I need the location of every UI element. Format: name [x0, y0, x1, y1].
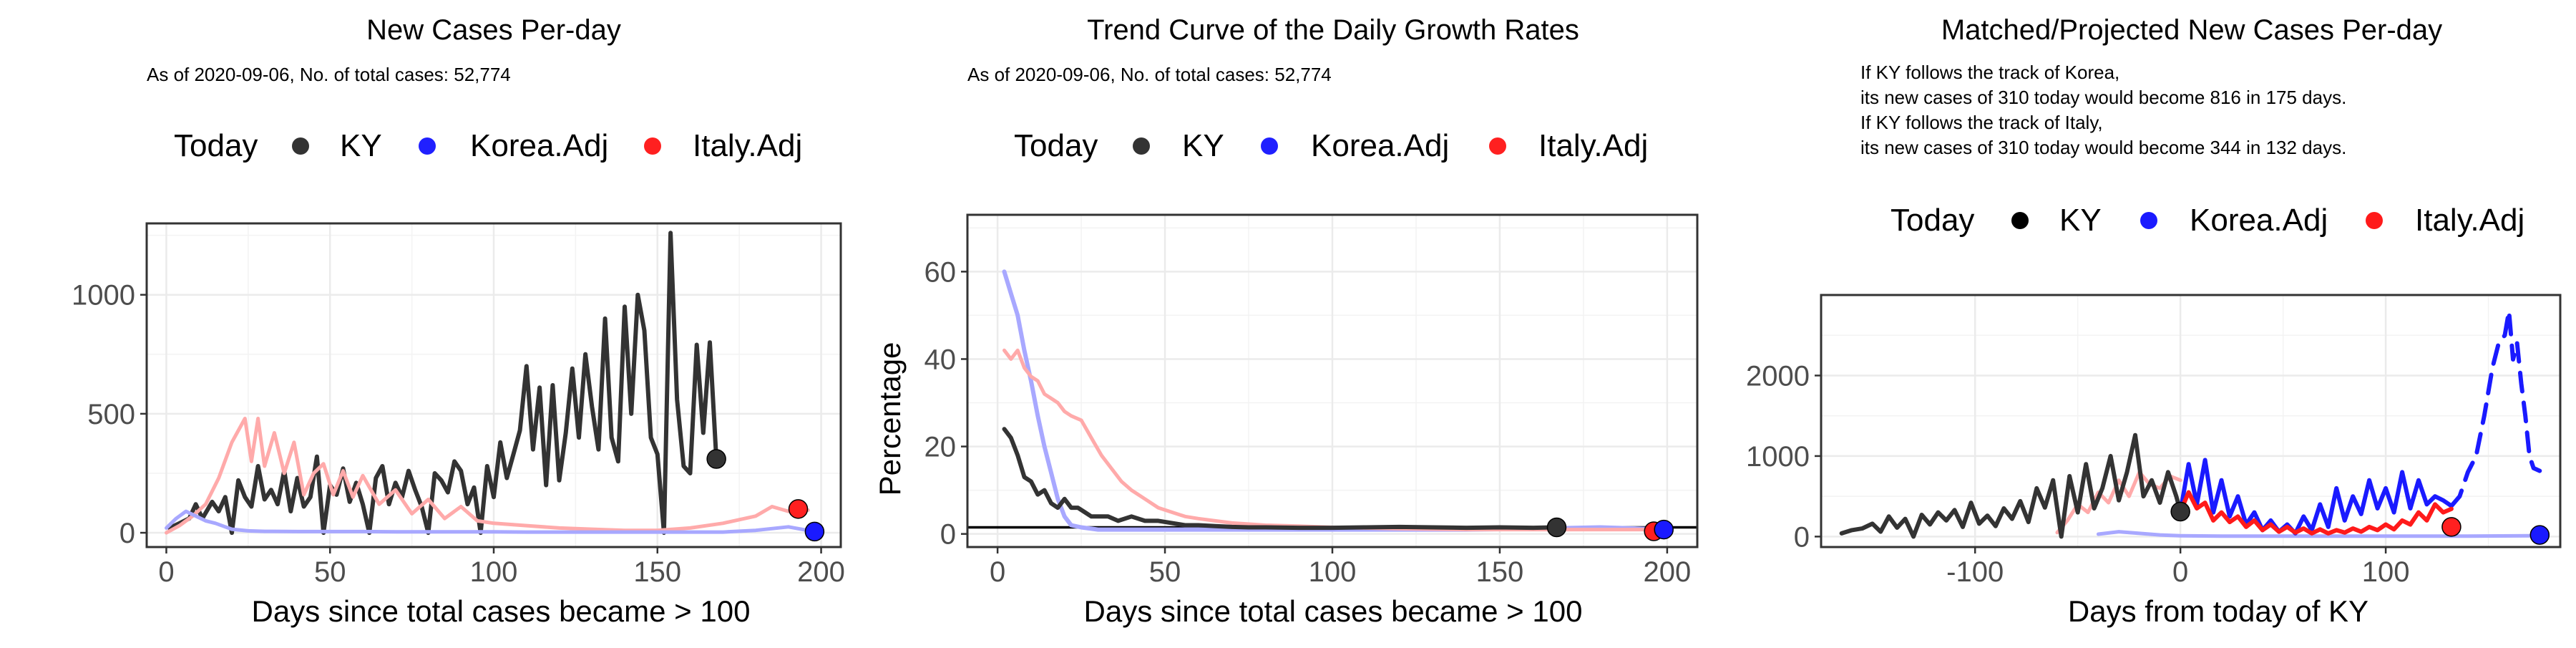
legend-key-italy: [2366, 212, 2383, 229]
chart-new-cases-per-day: New Cases Per-day As of 2020-09-06, No. …: [72, 14, 845, 628]
legend-label-ky: KY: [2059, 203, 2102, 238]
legend-label-italy: Italy.Adj: [693, 128, 802, 163]
today-point-korea-adj: [1654, 519, 1674, 540]
x-tick-label: 100: [2362, 556, 2410, 588]
today-point-ky: [1546, 517, 1567, 538]
legend-key-korea: [419, 137, 436, 155]
x-tick-label: 0: [2172, 556, 2188, 588]
legend: Today KY Korea.Adj Italy.Adj: [174, 128, 802, 163]
today-point-italy-adj: [788, 499, 809, 519]
legend-label-korea: Korea.Adj: [1311, 128, 1449, 163]
legend-key-korea: [2140, 212, 2157, 229]
today-point-ky: [706, 449, 726, 469]
legend-label-italy: Italy.Adj: [1538, 128, 1648, 163]
x-tick-label: 200: [1644, 556, 1692, 588]
panel-border: [966, 213, 1699, 548]
y-tick-label: 60: [924, 256, 957, 288]
legend-label-ky: KY: [340, 128, 382, 163]
x-tick-label: 100: [470, 556, 518, 588]
x-tick-label: 50: [314, 556, 346, 588]
x-axis-title: Days since total cases became > 100: [1084, 594, 1583, 628]
annotation-line: If KY follows the track of Korea,: [1860, 62, 2119, 83]
chart-daily-growth-rates: Trend Curve of the Daily Growth Rates As…: [873, 14, 1699, 628]
legend-label-korea: Korea.Adj: [470, 128, 608, 163]
chart-title: Matched/Projected New Cases Per-day: [1941, 14, 2442, 46]
y-tick-label: 0: [1794, 521, 1810, 553]
y-tick-label: 1000: [72, 280, 135, 311]
y-axis-title: Percentage: [873, 342, 907, 496]
y-tick-label: 2000: [1746, 360, 1810, 392]
y-tick-label: 500: [87, 399, 135, 430]
chart-subtitle: As of 2020-09-06, No. of total cases: 52…: [147, 64, 511, 85]
annotation-line: its new cases of 310 today would become …: [1860, 87, 2346, 108]
x-tick-label: 200: [797, 556, 845, 588]
series-line-korea-adj-faded: [2096, 530, 2542, 538]
legend-key-italy: [644, 137, 661, 155]
legend-key-ky: [1133, 137, 1150, 155]
plot-panel: 0 50 100 150 200 0 20 40 60: [924, 213, 1699, 588]
series-line-ky: [1839, 432, 2183, 539]
chart-matched-projected-cases: Matched/Projected New Cases Per-day If K…: [1746, 14, 2562, 628]
series-line-korea-adj-projected: [2449, 309, 2542, 508]
y-tick-label: 40: [924, 344, 957, 375]
x-tick-label: 50: [1149, 556, 1181, 588]
legend-title: Today: [174, 128, 258, 163]
x-tick-label: 150: [633, 556, 681, 588]
today-point-korea-adj: [2529, 525, 2550, 545]
legend-key-korea: [1261, 137, 1278, 155]
legend-label-ky: KY: [1182, 128, 1224, 163]
today-point-korea-adj: [804, 521, 825, 542]
legend-title: Today: [1014, 128, 1098, 163]
plot-panel: 0 50 100 150 200 0 500 1000: [72, 222, 845, 588]
chart-title: New Cases Per-day: [366, 14, 621, 46]
legend-label-italy: Italy.Adj: [2415, 203, 2524, 238]
x-tick-label: 0: [990, 556, 1005, 588]
x-axis-title: Days since total cases became > 100: [252, 594, 751, 628]
legend-key-ky: [2011, 212, 2029, 229]
y-tick-label: 1000: [1746, 441, 1810, 473]
x-tick-label: 100: [1309, 556, 1357, 588]
today-point-ky: [2170, 501, 2190, 522]
x-tick-label: -100: [1946, 556, 2004, 588]
annotation-line: its new cases of 310 today would become …: [1860, 137, 2346, 158]
series-line-ky: [167, 231, 719, 536]
series-line-korea-adj: [165, 509, 816, 534]
legend-key-italy: [1489, 137, 1506, 155]
projection-annotation: If KY follows the track of Korea, its ne…: [1860, 62, 2346, 158]
series-line-ky: [1002, 427, 1559, 531]
legend-label-korea: Korea.Adj: [2190, 203, 2328, 238]
series-line-italy-adj: [2178, 490, 2454, 536]
legend-key-ky: [292, 137, 309, 155]
legend: Today KY Korea.Adj Italy.Adj: [1014, 128, 1648, 163]
chart-subtitle: As of 2020-09-06, No. of total cases: 52…: [967, 64, 1332, 85]
series-line-korea-adj: [2178, 458, 2454, 536]
legend-title: Today: [1890, 203, 1974, 238]
x-tick-label: 150: [1476, 556, 1524, 588]
y-tick-label: 20: [924, 432, 957, 463]
panel-border: [1820, 294, 2562, 548]
y-tick-label: 0: [940, 519, 956, 551]
annotation-line: If KY follows the track of Italy,: [1860, 112, 2103, 133]
y-tick-label: 0: [119, 518, 135, 549]
today-point-italy-adj: [2441, 517, 2462, 537]
x-tick-label: 0: [158, 556, 174, 588]
legend: Today KY Korea.Adj Italy.Adj: [1890, 203, 2524, 238]
panel-border: [145, 222, 842, 548]
chart-title: Trend Curve of the Daily Growth Rates: [1087, 14, 1579, 46]
x-axis-title: Days from today of KY: [2068, 594, 2368, 628]
